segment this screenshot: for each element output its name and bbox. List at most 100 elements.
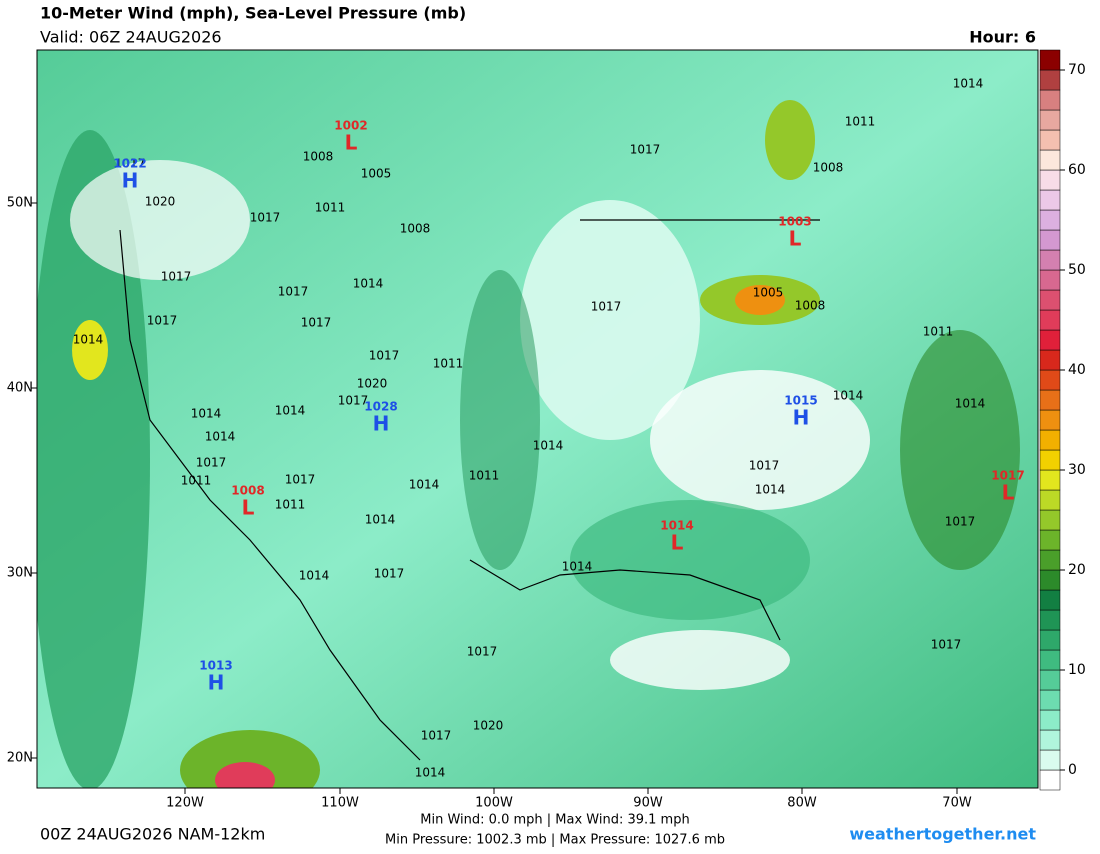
- lon-label: 70W: [942, 796, 972, 811]
- isobar-label: 1014: [73, 333, 104, 347]
- color-cell: [1039, 449, 1061, 471]
- color-cell: [1039, 709, 1061, 731]
- lat-label: 40N: [7, 381, 33, 396]
- wind-patch: [900, 330, 1020, 570]
- lon-label: 80W: [787, 796, 817, 811]
- isobar-label: 1014: [409, 478, 440, 492]
- colorbar-label: 50: [1068, 262, 1086, 278]
- lon-label: 120W: [166, 796, 204, 811]
- isobar-label: 1011: [469, 469, 500, 483]
- isobar-label: 1017: [749, 459, 780, 473]
- isobar-label: 1020: [145, 195, 176, 209]
- isobar-label: 1017: [945, 515, 976, 529]
- color-cell: [1039, 349, 1061, 371]
- color-cell: [1039, 469, 1061, 491]
- wind-patch: [215, 762, 275, 788]
- site-link: weathertogether.net: [849, 825, 1036, 844]
- color-cell: [1039, 169, 1061, 191]
- center-symbol: L: [671, 531, 684, 555]
- isobar-label: 1011: [275, 498, 306, 512]
- lat-label: 50N: [7, 196, 33, 211]
- wind-patch: [520, 200, 700, 440]
- isobar-label: 1017: [250, 211, 281, 225]
- color-cell: [1039, 609, 1061, 631]
- isobar-label: 1017: [285, 473, 316, 487]
- color-cell: [1039, 429, 1061, 451]
- isobar-label: 1014: [562, 560, 593, 574]
- color-cell: [1039, 149, 1061, 171]
- isobar-label: 1011: [315, 201, 346, 215]
- color-cell: [1039, 749, 1061, 771]
- isobar-label: 1017: [467, 645, 498, 659]
- isobar-label: 1008: [795, 299, 826, 313]
- colorbar-label: 10: [1068, 662, 1086, 678]
- isobar-label: 1017: [196, 456, 227, 470]
- isobar-label: 1020: [357, 377, 388, 391]
- isobar-label: 1011: [433, 357, 464, 371]
- isobar-label: 1011: [923, 325, 954, 339]
- color-cell: [1039, 669, 1061, 691]
- isobar-label: 1005: [361, 167, 392, 181]
- color-cell: [1039, 529, 1061, 551]
- isobar-label: 1011: [181, 474, 212, 488]
- forecast-hour: Hour: 6: [969, 28, 1036, 47]
- isobar-label: 1020: [473, 719, 504, 733]
- color-cell: [1039, 369, 1061, 391]
- colorbar-label: 60: [1068, 162, 1086, 178]
- color-cell: [1039, 509, 1061, 531]
- isobar-label: 1014: [299, 569, 330, 583]
- isobar-label: 1017: [338, 394, 369, 408]
- valid-time: Valid: 06Z 24AUG2026: [40, 28, 222, 47]
- isobar-label: 1014: [955, 397, 986, 411]
- isobar-label: 1014: [353, 277, 384, 291]
- center-symbol: H: [793, 406, 810, 430]
- isobar-label: 1017: [630, 143, 661, 157]
- isobar-label: 1017: [301, 316, 332, 330]
- color-cell: [1039, 269, 1061, 291]
- isobar-label: 1014: [755, 483, 786, 497]
- center-symbol: H: [373, 412, 390, 436]
- isobar-label: 1017: [421, 729, 452, 743]
- color-cell: [1039, 329, 1061, 351]
- wind-stats: Min Wind: 0.0 mph | Max Wind: 39.1 mph: [420, 813, 689, 828]
- isobar-label: 1014: [365, 513, 396, 527]
- color-cell: [1039, 769, 1061, 791]
- center-pressure: 1002: [334, 119, 367, 133]
- center-symbol: L: [789, 227, 802, 251]
- lon-label: 100W: [475, 796, 513, 811]
- colorbar-label: 40: [1068, 362, 1086, 378]
- isobar-label: 1017: [115, 157, 146, 171]
- color-cell: [1039, 229, 1061, 251]
- color-cell: [1039, 489, 1061, 511]
- isobar-label: 1017: [147, 314, 178, 328]
- isobar-label: 1014: [275, 404, 306, 418]
- color-cell: [1039, 309, 1061, 331]
- colorbar-label: 20: [1068, 562, 1086, 578]
- center-symbol: L: [345, 131, 358, 155]
- isobar-label: 1017: [278, 285, 309, 299]
- wind-patch: [735, 285, 785, 315]
- isobar-label: 1017: [931, 638, 962, 652]
- isobar-label: 1008: [400, 222, 431, 236]
- isobar-label: 1014: [533, 439, 564, 453]
- center-pressure: 1013: [199, 659, 232, 673]
- lat-label: 30N: [7, 566, 33, 581]
- wind-patch: [180, 730, 320, 788]
- center-pressure: 1017: [991, 469, 1024, 483]
- colorbar-label: 70: [1068, 62, 1086, 78]
- color-cell: [1039, 209, 1061, 231]
- lon-label: 90W: [633, 796, 663, 811]
- pressure-stats: Min Pressure: 1002.3 mb | Max Pressure: …: [385, 833, 725, 848]
- center-pressure: 1015: [784, 394, 817, 408]
- center-pressure: 1028: [364, 400, 397, 414]
- isobar-label: 1014: [205, 430, 236, 444]
- title: 10-Meter Wind (mph), Sea-Level Pressure …: [40, 4, 466, 23]
- color-cell: [1039, 589, 1061, 611]
- wind-patch: [610, 630, 790, 690]
- color-cell: [1039, 189, 1061, 211]
- color-cell: [1039, 649, 1061, 671]
- isobar-label: 1008: [303, 150, 334, 164]
- center-pressure: 1022: [113, 157, 146, 171]
- color-cell: [1039, 549, 1061, 571]
- color-cell: [1039, 69, 1061, 91]
